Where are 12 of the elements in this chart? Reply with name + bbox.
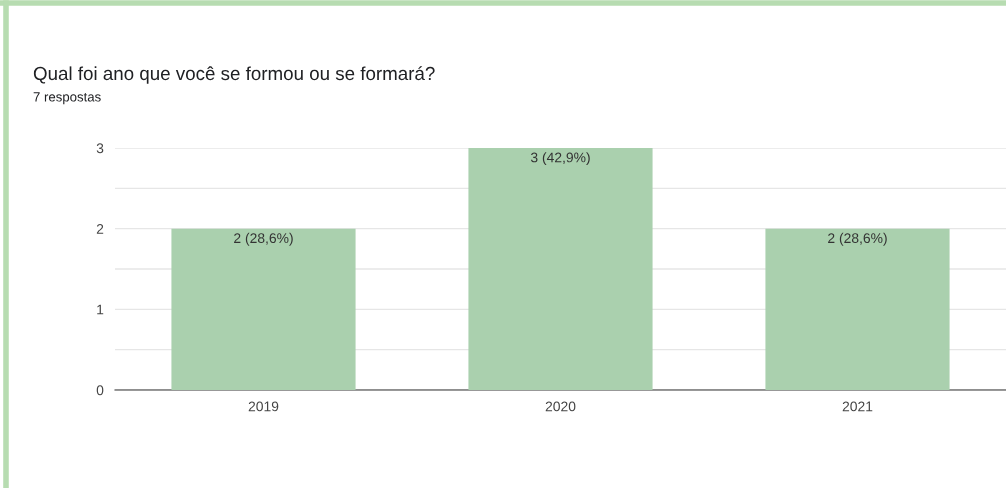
y-tick-label: 1: [97, 304, 104, 315]
chart-title: Qual foi ano que você se formou ou se formará?: [33, 66, 435, 84]
y-tick-label: 2: [96, 224, 104, 234]
y-tick-label: 0: [96, 385, 104, 396]
data-label: 3 (42,9%): [530, 152, 590, 166]
chart-subtitle: 7 respostas: [33, 92, 101, 105]
x-tick-label: 2020: [545, 401, 576, 412]
y-tick-label: 3: [96, 143, 104, 154]
data-label: 2 (28,6%): [234, 232, 293, 246]
data-label: 2 (28,6%): [828, 232, 887, 246]
x-tick-label: 2019: [248, 401, 279, 412]
x-tick-label: 2021: [842, 401, 873, 412]
